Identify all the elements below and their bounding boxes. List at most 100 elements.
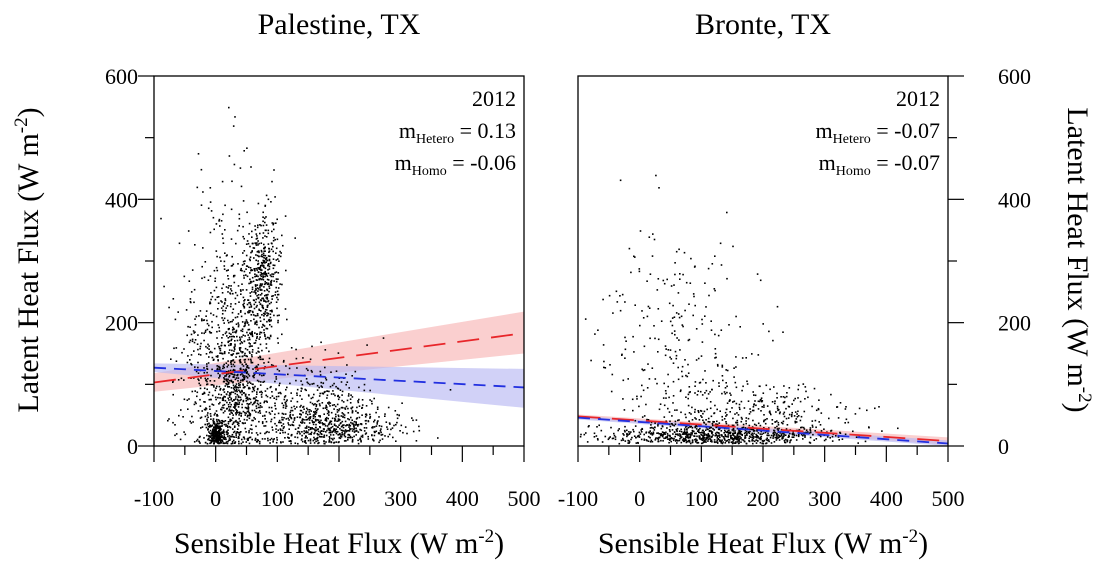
data-point xyxy=(788,436,790,438)
data-point xyxy=(783,413,785,415)
data-point xyxy=(746,435,748,437)
data-point xyxy=(307,370,309,372)
data-point xyxy=(804,428,806,430)
data-point xyxy=(331,432,333,434)
x-tick-label: 300 xyxy=(808,486,841,511)
data-point xyxy=(315,424,317,426)
data-point xyxy=(246,321,248,323)
data-point xyxy=(768,331,770,333)
data-point xyxy=(395,440,397,442)
data-point xyxy=(198,380,200,382)
data-point xyxy=(269,337,271,339)
data-point xyxy=(198,354,200,356)
data-point xyxy=(810,437,812,439)
data-point xyxy=(640,396,642,398)
data-point xyxy=(669,421,671,423)
data-point xyxy=(266,236,268,238)
data-point xyxy=(275,252,277,254)
data-point xyxy=(348,434,350,436)
data-point xyxy=(261,392,263,394)
data-point xyxy=(690,282,692,284)
data-point xyxy=(701,443,703,445)
data-point xyxy=(314,432,316,434)
data-point xyxy=(259,317,261,319)
data-point xyxy=(692,419,694,421)
data-point xyxy=(304,441,306,443)
data-point xyxy=(259,268,261,270)
data-point xyxy=(310,402,312,404)
data-point xyxy=(325,419,327,421)
data-point xyxy=(335,406,337,408)
data-point xyxy=(311,432,313,434)
data-point xyxy=(246,419,248,421)
data-point xyxy=(685,436,687,438)
data-point xyxy=(238,285,240,287)
data-point xyxy=(231,420,233,422)
data-point xyxy=(672,325,674,327)
data-point xyxy=(239,400,241,402)
data-point xyxy=(620,310,622,312)
data-point xyxy=(252,420,254,422)
data-point xyxy=(227,291,229,293)
data-point xyxy=(217,373,219,375)
data-point xyxy=(694,409,696,411)
data-point xyxy=(657,351,659,353)
data-point xyxy=(234,362,236,364)
data-point xyxy=(237,400,239,402)
data-point xyxy=(224,252,226,254)
data-point xyxy=(768,439,770,441)
data-point xyxy=(220,428,222,430)
data-point xyxy=(753,430,755,432)
data-point xyxy=(702,323,704,325)
data-point xyxy=(250,310,252,312)
data-point xyxy=(716,441,718,443)
data-point xyxy=(190,340,192,342)
data-point xyxy=(729,411,731,413)
data-point xyxy=(714,442,716,444)
data-point xyxy=(233,329,235,331)
y-label-left-text: Latent Heat Flux (W m xyxy=(12,133,45,412)
data-point xyxy=(689,412,691,414)
data-point xyxy=(235,396,237,398)
data-point xyxy=(170,358,172,360)
data-point xyxy=(295,428,297,430)
data-point xyxy=(185,434,187,436)
data-point xyxy=(787,439,789,441)
data-point xyxy=(714,334,716,336)
data-point xyxy=(310,440,312,442)
data-point xyxy=(641,385,643,387)
data-point xyxy=(726,278,728,280)
data-point xyxy=(279,370,281,372)
x-label-exp: -2 xyxy=(478,526,494,547)
data-point xyxy=(273,280,275,282)
data-point xyxy=(588,425,590,427)
data-point xyxy=(687,398,689,400)
data-point xyxy=(210,430,212,432)
data-point xyxy=(290,400,292,402)
data-point xyxy=(727,402,729,404)
data-point xyxy=(845,434,847,436)
data-point xyxy=(772,423,774,425)
data-point xyxy=(684,432,686,434)
data-point xyxy=(732,433,734,435)
data-point xyxy=(209,424,211,426)
data-point xyxy=(270,313,272,315)
data-point xyxy=(694,435,696,437)
data-point xyxy=(718,335,720,337)
data-point xyxy=(612,312,614,314)
data-point xyxy=(243,392,245,394)
data-point xyxy=(668,442,670,444)
data-point xyxy=(258,364,260,366)
data-point xyxy=(234,386,236,388)
data-point xyxy=(217,270,219,272)
data-point xyxy=(213,404,215,406)
data-point xyxy=(232,376,234,378)
data-point xyxy=(271,296,273,298)
data-point xyxy=(268,263,270,265)
data-point xyxy=(338,441,340,443)
data-point xyxy=(760,399,762,401)
data-point xyxy=(739,407,741,409)
data-point xyxy=(318,387,320,389)
data-point xyxy=(331,438,333,440)
data-point xyxy=(211,327,213,329)
